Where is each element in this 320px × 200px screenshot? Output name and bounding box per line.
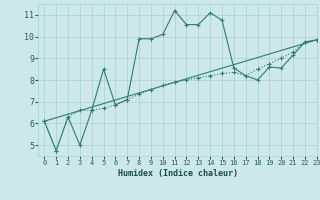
X-axis label: Humidex (Indice chaleur): Humidex (Indice chaleur) — [118, 169, 238, 178]
